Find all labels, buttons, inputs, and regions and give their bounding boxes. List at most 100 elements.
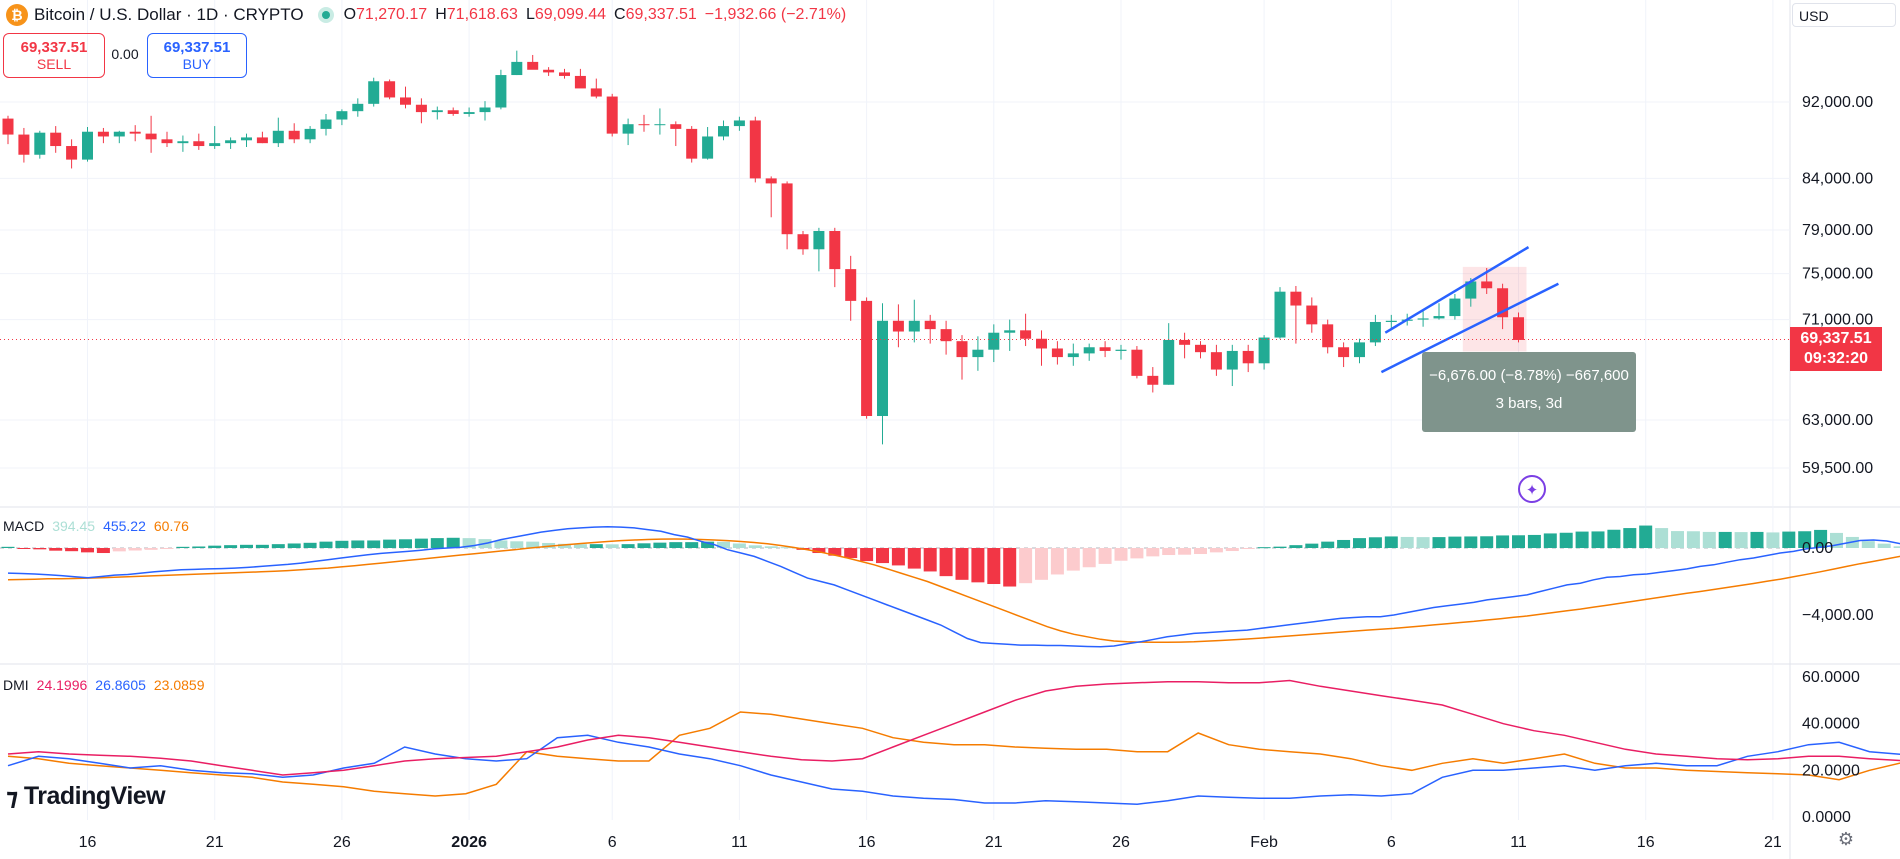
x-tick-label: 16 xyxy=(858,834,876,851)
candle-body xyxy=(495,75,507,108)
candle-body xyxy=(1004,330,1016,333)
candle-body xyxy=(18,134,30,155)
macd-histogram-bar xyxy=(1178,548,1192,555)
spread-value: 0.00 xyxy=(111,46,139,62)
buy-price: 69,337.51 xyxy=(163,38,231,56)
macd-histogram-bar xyxy=(160,548,174,550)
dmi-plus-di-line xyxy=(7,734,1900,805)
candle-body xyxy=(1179,339,1191,345)
candle-body xyxy=(511,61,523,76)
macd-histogram-bar xyxy=(748,545,762,548)
candle-body xyxy=(1322,324,1334,348)
macd-histogram-bar xyxy=(240,544,253,548)
macd-histogram-bar xyxy=(1591,531,1605,548)
candlestick-series xyxy=(2,50,1524,445)
buy-button[interactable]: 69,337.51 BUY xyxy=(147,33,247,78)
macd-histogram-bar xyxy=(653,542,667,548)
macd-legend-name: MACD xyxy=(3,518,45,534)
dmi-tick-label: 60.0000 xyxy=(1802,669,1860,686)
candle-body xyxy=(527,61,539,70)
macd-histogram-bar xyxy=(907,548,921,569)
high-value: 71,618.63 xyxy=(446,6,518,23)
macd-histogram-bar xyxy=(287,543,301,548)
macd-legend-signal: 60.76 xyxy=(153,518,189,534)
macd-histogram-bar xyxy=(780,547,794,549)
macd-histogram-bar xyxy=(96,548,110,554)
macd-histogram-bar xyxy=(1114,548,1128,561)
candle-body xyxy=(1147,375,1159,385)
candle-body xyxy=(574,75,586,89)
macd-histogram-bar xyxy=(446,537,460,548)
macd-legend-hist: 394.45 xyxy=(52,518,96,534)
macd-histogram-bar xyxy=(732,543,746,548)
gear-icon[interactable]: ⚙ xyxy=(1837,829,1855,850)
x-tick-label: Feb xyxy=(1250,834,1278,851)
candle-body xyxy=(336,111,348,120)
macd-histogram-bar xyxy=(1559,532,1573,548)
macd-histogram-bar xyxy=(335,540,349,548)
dmi-adx-line xyxy=(7,679,1900,776)
macd-histogram-bar xyxy=(383,539,397,548)
currency-selector[interactable]: USD xyxy=(1792,3,1896,27)
macd-histogram-bar xyxy=(128,548,142,551)
price-tick-label: 92,000.00 xyxy=(1802,94,1873,111)
macd-histogram-bar xyxy=(717,541,730,548)
macd-legend[interactable]: MACD 394.45 455.22 60.76 xyxy=(3,518,197,534)
macd-histogram-bar xyxy=(112,548,126,552)
x-tick-label: 6 xyxy=(1387,834,1396,851)
parallel-channel-drawing[interactable] xyxy=(1380,246,1559,374)
dmi-legend-plus-di: 26.8605 xyxy=(95,677,146,693)
macd-histogram-bar xyxy=(1194,548,1207,555)
x-tick-label: 16 xyxy=(79,834,97,851)
dmi-legend[interactable]: DMI 24.1996 26.8605 23.0859 xyxy=(3,677,213,693)
macd-histogram-bar xyxy=(891,548,905,566)
macd-histogram-bar xyxy=(923,548,937,572)
candle-body xyxy=(1051,348,1063,358)
candle-body xyxy=(543,69,555,73)
macd-histogram-bar xyxy=(526,541,540,548)
candle-body xyxy=(765,178,777,184)
x-tick-label: 26 xyxy=(1112,834,1130,851)
candle-body xyxy=(479,107,491,113)
candle-body xyxy=(686,128,698,159)
assistant-icon[interactable]: ✦ xyxy=(1518,475,1546,503)
candle-body xyxy=(304,128,316,140)
candle-body xyxy=(1067,353,1079,358)
candle-body xyxy=(431,110,443,113)
x-tick-label: 2026 xyxy=(451,834,487,851)
sell-button[interactable]: 69,337.51 SELL xyxy=(3,33,105,78)
candle-body xyxy=(1338,347,1350,358)
high-label: H xyxy=(435,6,447,23)
candle-body xyxy=(606,96,618,134)
macd-histogram-bar xyxy=(1305,543,1319,548)
macd-histogram-bar xyxy=(939,548,953,577)
macd-histogram-bar xyxy=(351,540,365,548)
tradingview-wordmark: TradingView xyxy=(23,782,166,810)
candle-body xyxy=(924,320,936,330)
candle-body xyxy=(384,81,396,98)
macd-histogram-bar xyxy=(510,541,524,548)
macd-histogram-bar xyxy=(192,546,206,548)
macd-histogram-bar xyxy=(1798,531,1812,548)
open-label: O xyxy=(343,6,357,23)
tradingview-logo[interactable]: ⁊ TradingView xyxy=(6,782,166,811)
macd-histogram-bar xyxy=(542,542,556,548)
macd-histogram-bar xyxy=(987,548,1001,585)
macd-histogram-bar xyxy=(558,543,571,548)
macd-histogram-bar xyxy=(1225,548,1239,552)
macd-histogram-bar xyxy=(1607,529,1621,548)
macd-tick-label: −4,000.00 xyxy=(1802,607,1874,624)
candle-body xyxy=(50,132,62,147)
open-value: 71,270.17 xyxy=(356,6,428,23)
symbol-title[interactable]: Bitcoin / U.S. Dollar · 1D · CRYPTO xyxy=(34,5,304,24)
candle-body xyxy=(415,104,427,113)
candle-body xyxy=(956,341,968,358)
last-price-tag: 69,337.51 09:32:20 xyxy=(1790,326,1882,371)
candle-body xyxy=(82,131,93,160)
macd-histogram-bar xyxy=(1146,548,1160,557)
candle-body xyxy=(225,140,237,144)
candle-body xyxy=(1481,281,1493,289)
candle-body xyxy=(129,131,141,134)
macd-histogram-bar xyxy=(1527,534,1541,548)
candle-body xyxy=(1131,349,1143,376)
